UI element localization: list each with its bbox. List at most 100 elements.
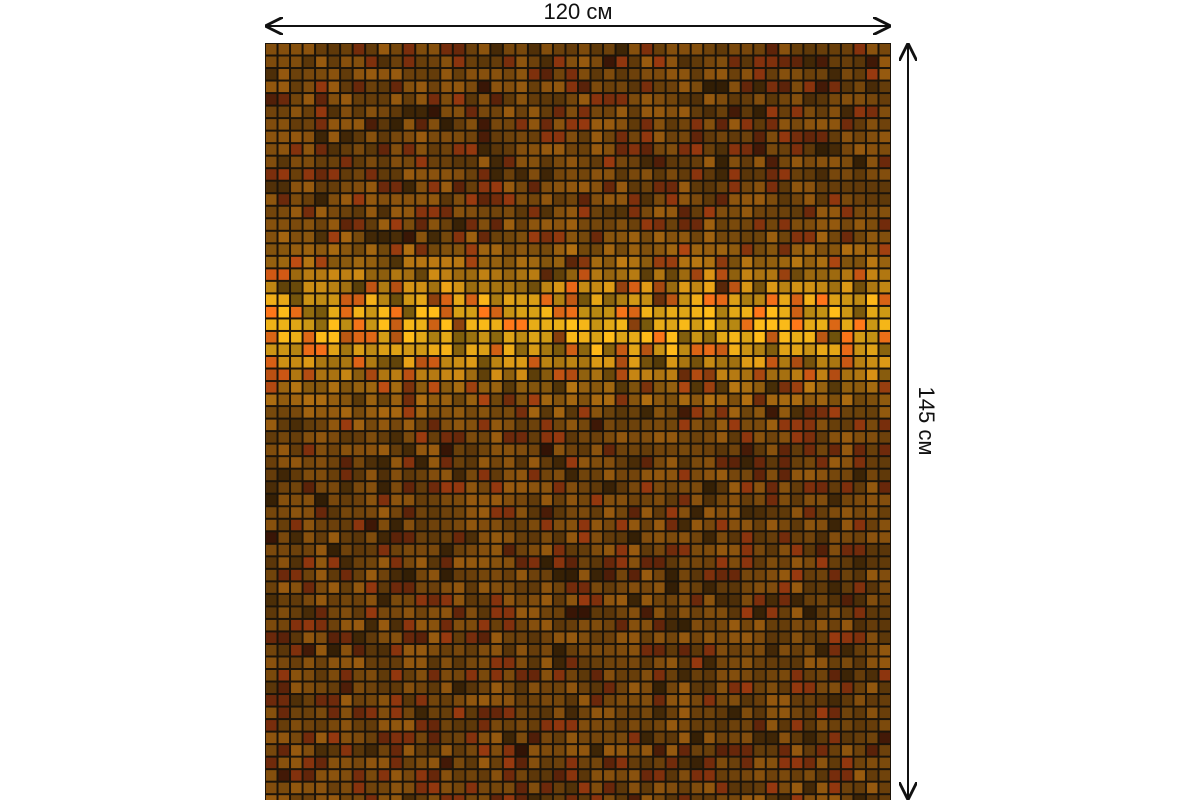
tile	[754, 306, 765, 318]
tile	[453, 757, 465, 769]
tile	[553, 619, 565, 631]
tile	[366, 632, 377, 643]
tile	[441, 569, 452, 581]
tile	[654, 607, 665, 618]
tile	[378, 632, 390, 643]
tile	[791, 306, 803, 318]
tile	[391, 94, 402, 105]
tile	[804, 369, 815, 381]
tile	[854, 432, 865, 443]
tile	[629, 382, 640, 393]
tile	[866, 720, 878, 731]
tile	[516, 194, 527, 205]
tile	[829, 56, 840, 68]
tile	[391, 632, 402, 643]
tile	[341, 732, 352, 744]
tile	[316, 144, 327, 155]
tile	[453, 795, 465, 800]
tile	[616, 206, 628, 218]
tile	[491, 319, 502, 330]
tile	[766, 407, 778, 418]
tile	[591, 344, 603, 355]
tile	[478, 306, 490, 318]
tile	[691, 119, 703, 130]
tile	[266, 432, 277, 443]
tile	[841, 294, 853, 305]
tile	[391, 169, 402, 180]
tile	[591, 507, 603, 518]
tile	[866, 745, 878, 756]
tile	[854, 56, 865, 68]
tile	[428, 382, 440, 393]
tile	[766, 56, 778, 68]
tile	[428, 557, 440, 568]
tile	[353, 444, 365, 456]
tile	[816, 319, 828, 330]
tile	[541, 657, 552, 668]
tile	[654, 544, 665, 556]
tile	[879, 544, 890, 556]
tile	[629, 457, 640, 468]
tile	[654, 256, 665, 268]
tile	[591, 231, 603, 243]
tile	[453, 44, 465, 55]
tile	[566, 131, 577, 143]
tile	[428, 482, 440, 493]
tile	[791, 757, 803, 769]
tile	[453, 457, 465, 468]
tile	[741, 56, 753, 68]
tile	[303, 156, 315, 168]
tile	[754, 281, 765, 293]
tile	[403, 331, 415, 343]
tile	[391, 745, 402, 756]
tile	[566, 156, 577, 168]
tile	[691, 156, 703, 168]
tile	[353, 469, 365, 481]
tile	[491, 56, 502, 68]
tile	[441, 619, 452, 631]
tile	[866, 169, 878, 180]
tile	[854, 44, 865, 55]
tile	[879, 444, 890, 456]
tile	[679, 106, 690, 118]
tile	[754, 795, 765, 800]
tile	[704, 569, 715, 581]
tile	[266, 206, 277, 218]
tile	[579, 331, 590, 343]
tile	[516, 494, 527, 506]
tile	[779, 206, 790, 218]
tile	[816, 432, 828, 443]
tile	[704, 144, 715, 155]
tile	[378, 732, 390, 744]
tile	[579, 795, 590, 800]
tile	[866, 582, 878, 593]
tile	[353, 256, 365, 268]
tile	[604, 219, 615, 230]
tile	[316, 670, 327, 681]
tile	[854, 469, 865, 481]
tile	[541, 369, 552, 381]
tile	[629, 594, 640, 606]
tile	[503, 181, 515, 193]
tile	[666, 219, 678, 230]
tile	[453, 657, 465, 668]
tile	[353, 306, 365, 318]
tile	[866, 532, 878, 543]
tile	[341, 106, 352, 118]
tile	[403, 44, 415, 55]
tile	[416, 507, 427, 518]
tile	[466, 782, 477, 794]
tile	[816, 757, 828, 769]
tile	[804, 582, 815, 593]
tile	[366, 231, 377, 243]
tile	[829, 607, 840, 618]
tile	[754, 619, 765, 631]
tile	[303, 306, 315, 318]
tile	[528, 194, 540, 205]
tile	[766, 795, 778, 800]
tile	[353, 607, 365, 618]
tile	[278, 657, 290, 668]
tile	[691, 482, 703, 493]
tile	[428, 357, 440, 368]
